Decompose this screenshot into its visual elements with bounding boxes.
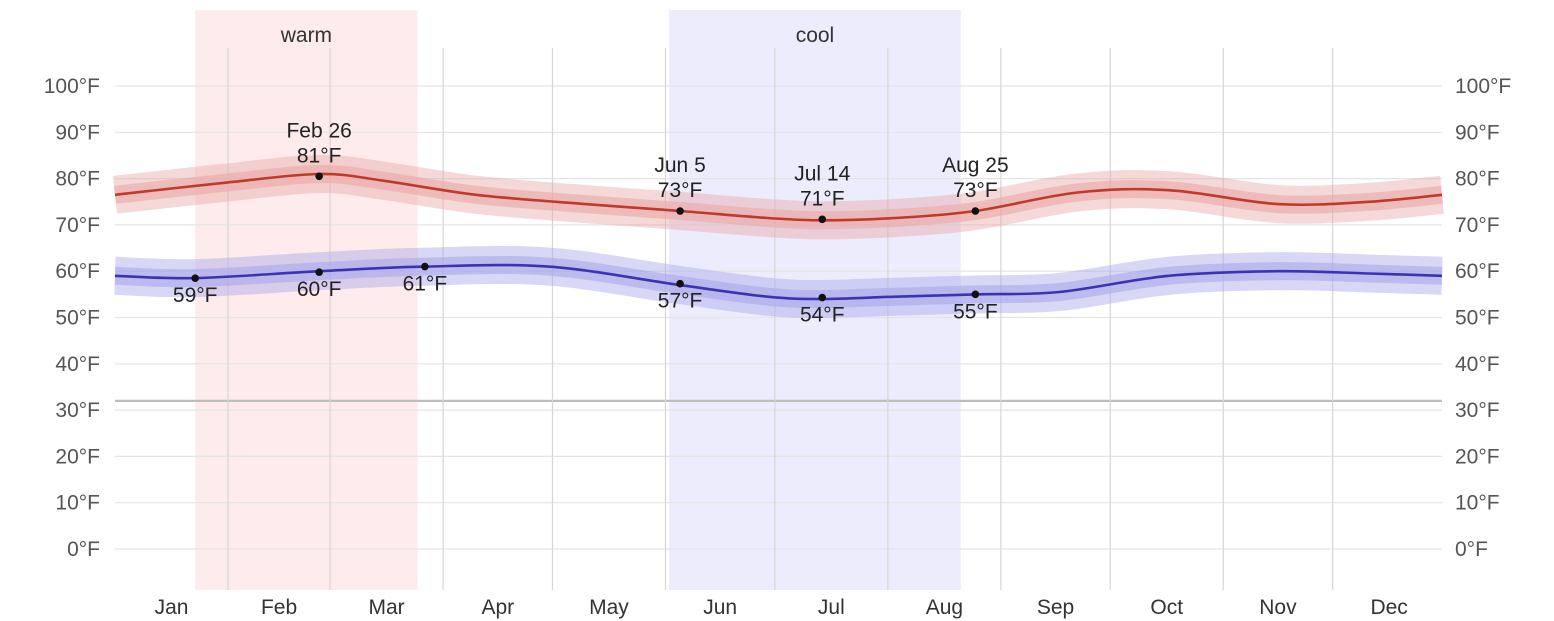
y-tick-label-right: 60°F bbox=[1455, 260, 1500, 283]
annotation-point bbox=[676, 279, 684, 288]
y-tick-label-right: 100°F bbox=[1455, 75, 1511, 98]
annotation-value: 60°F bbox=[297, 278, 342, 301]
month-label: Aug bbox=[926, 596, 963, 619]
annotation-point bbox=[421, 262, 429, 271]
y-tick-label-right: 30°F bbox=[1455, 399, 1500, 422]
annotation-point bbox=[315, 268, 323, 276]
month-label: Nov bbox=[1259, 596, 1297, 619]
y-tick-label-left: 20°F bbox=[55, 445, 100, 468]
labels: warm cool 0°F 0°F 10°F 10°F 20°F 20°F 30°F 30°F 40… bbox=[44, 24, 1512, 619]
y-tick-label-right: 70°F bbox=[1455, 214, 1500, 237]
annotation-value: 71°F bbox=[800, 187, 845, 210]
season-label: warm bbox=[280, 24, 332, 47]
y-tick-label-right: 40°F bbox=[1455, 353, 1500, 376]
y-tick-label-left: 90°F bbox=[55, 121, 100, 144]
y-tick-label-right: 20°F bbox=[1455, 445, 1500, 468]
annotation-point bbox=[971, 207, 980, 215]
month-label: Jan bbox=[155, 596, 189, 619]
y-tick-label-left: 40°F bbox=[55, 353, 100, 376]
month-label: Oct bbox=[1150, 596, 1183, 619]
y-tick-label-right: 10°F bbox=[1455, 492, 1500, 515]
y-tick-label-left: 0°F bbox=[67, 538, 100, 561]
y-tick-label-right: 80°F bbox=[1455, 168, 1500, 191]
month-label: May bbox=[589, 596, 629, 619]
month-label: Jun bbox=[703, 596, 737, 619]
annotation-date: Feb 26 bbox=[286, 119, 351, 142]
y-tick-label-left: 10°F bbox=[55, 492, 100, 515]
annotation-date: Jul 14 bbox=[794, 162, 850, 185]
annotation-value: 57°F bbox=[658, 290, 703, 313]
y-tick-label-left: 30°F bbox=[55, 399, 100, 422]
y-tick-label-left: 80°F bbox=[55, 168, 100, 191]
annotation-date: Jun 5 bbox=[654, 154, 705, 177]
y-tick-label-left: 100°F bbox=[44, 75, 100, 98]
annotation-point bbox=[818, 293, 827, 302]
annotation-value: 73°F bbox=[658, 179, 703, 202]
annotation-value: 54°F bbox=[800, 304, 845, 327]
month-label: Sep bbox=[1037, 596, 1074, 619]
season-band-warm bbox=[195, 10, 418, 590]
annotation-points bbox=[191, 172, 980, 302]
y-tick-label-right: 0°F bbox=[1455, 538, 1488, 561]
month-label: Dec bbox=[1370, 596, 1407, 619]
annotation-point bbox=[191, 274, 200, 282]
annotation-point bbox=[315, 172, 323, 181]
annotation-value: 55°F bbox=[953, 300, 998, 323]
annotation-point bbox=[818, 215, 827, 224]
month-label: Mar bbox=[369, 596, 405, 619]
annotation-value: 59°F bbox=[173, 284, 218, 307]
annotation-point bbox=[676, 207, 684, 215]
season-label: cool bbox=[796, 24, 835, 47]
month-label: Jul bbox=[818, 596, 845, 619]
y-tick-label-right: 90°F bbox=[1455, 121, 1500, 144]
y-tick-label-left: 50°F bbox=[55, 307, 100, 330]
y-tick-label-right: 50°F bbox=[1455, 307, 1500, 330]
month-label: Apr bbox=[481, 596, 514, 619]
series-lines bbox=[114, 172, 1443, 301]
annotation-value: 61°F bbox=[403, 273, 448, 296]
month-label: Feb bbox=[261, 596, 297, 619]
y-tick-label-left: 70°F bbox=[55, 214, 100, 237]
y-tick-label-left: 60°F bbox=[55, 260, 100, 283]
annotation-value: 73°F bbox=[953, 179, 998, 202]
annotation-point bbox=[971, 290, 980, 299]
annotation-date: Aug 25 bbox=[942, 154, 1009, 177]
annotation-value: 81°F bbox=[297, 144, 342, 167]
high-temp-line bbox=[114, 172, 1443, 222]
low-temp-line bbox=[114, 263, 1443, 301]
